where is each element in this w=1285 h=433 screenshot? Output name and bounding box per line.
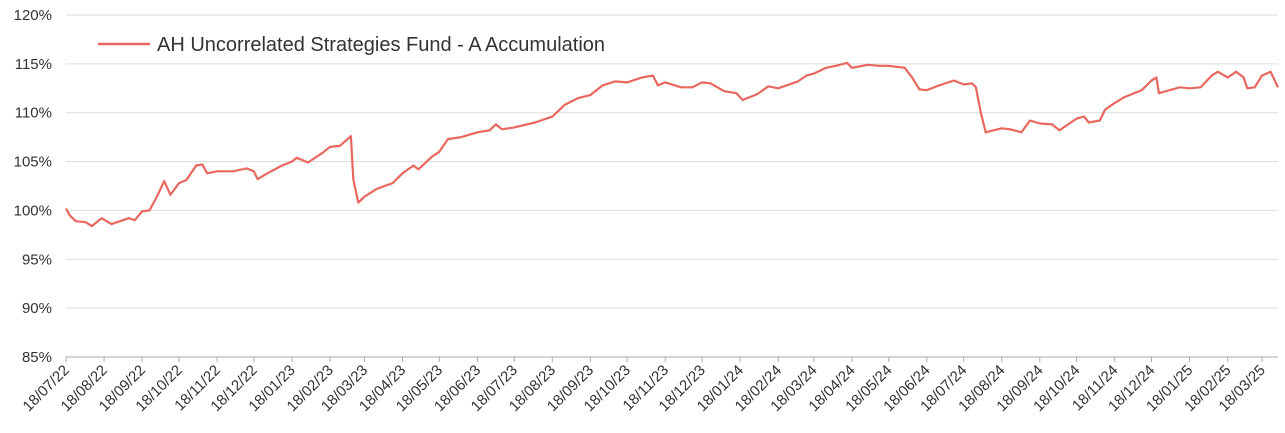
y-tick-label: 110% [15,105,52,122]
y-tick-label: 120% [14,7,52,24]
y-tick-label: 105% [14,154,52,171]
y-tick-label: 100% [14,202,52,219]
series-line [65,61,1279,228]
y-tick-label: 85% [22,349,52,366]
legend-label: AH Uncorrelated Strategies Fund - A Accu… [157,34,605,56]
y-tick-label: 90% [22,300,52,317]
y-tick-label: 115% [15,56,52,73]
y-tick-label: 95% [22,251,52,268]
